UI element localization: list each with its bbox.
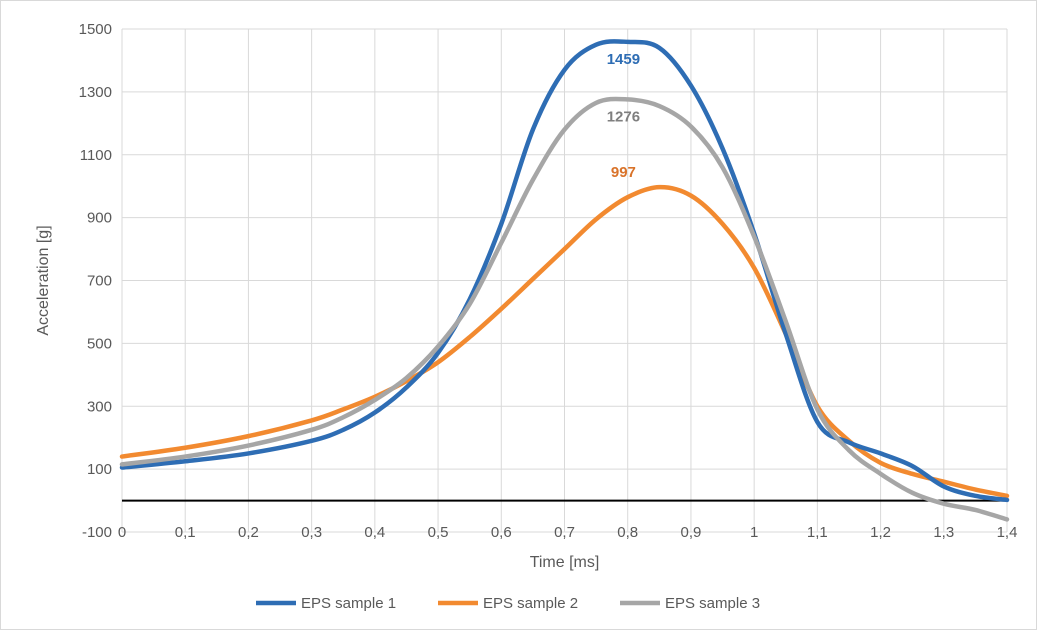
x-axis-title: Time [ms] bbox=[530, 554, 600, 571]
y-tick-label: 1100 bbox=[80, 147, 112, 164]
x-tick-label: 1,1 bbox=[807, 524, 828, 541]
x-tick-label: 0,8 bbox=[617, 524, 638, 541]
x-tick-label: 0,7 bbox=[554, 524, 575, 541]
y-tick-label: 700 bbox=[87, 273, 112, 290]
series-line-2 bbox=[119, 184, 1010, 499]
y-tick-label: -100 bbox=[82, 524, 112, 541]
legend-label: EPS sample 2 bbox=[483, 595, 578, 612]
y-tick-label: 300 bbox=[87, 398, 112, 415]
x-tick-label: 0,1 bbox=[175, 524, 196, 541]
y-tick-label: 1300 bbox=[79, 84, 112, 101]
legend: EPS sample 1 EPS sample 2 EPS sample 3 bbox=[256, 595, 760, 612]
annotation-layer: 1459 1276 997 bbox=[607, 51, 640, 181]
x-tick-label: 0,4 bbox=[364, 524, 385, 541]
y-tick-label: 100 bbox=[87, 461, 112, 478]
x-tick-label: 0,5 bbox=[428, 524, 449, 541]
x-tick-label: 0,6 bbox=[491, 524, 512, 541]
x-tick-label: 1 bbox=[750, 524, 758, 541]
y-tick-label: 500 bbox=[87, 335, 112, 352]
tick-label-layer: 0 0,1 0,2 0,3 0,4 0,5 0,6 0,7 0,8 0,9 1 1,1 1,2 1,3 1,… bbox=[79, 21, 1018, 541]
x-tick-label: 0,9 bbox=[680, 524, 701, 541]
x-tick-label: 0,2 bbox=[238, 524, 259, 541]
legend-label: EPS sample 1 bbox=[301, 595, 396, 612]
series-line-3 bbox=[119, 96, 1010, 522]
grid-layer bbox=[121, 28, 1008, 533]
x-tick-label: 0 bbox=[118, 524, 126, 541]
x-tick-label: 0,3 bbox=[301, 524, 322, 541]
x-tick-label: 1,2 bbox=[870, 524, 891, 541]
x-tick-label: 1,3 bbox=[933, 524, 954, 541]
series-layer bbox=[119, 39, 1010, 522]
y-axis-title: Acceleration [g] bbox=[35, 225, 52, 335]
legend-label: EPS sample 3 bbox=[665, 595, 760, 612]
data-label: 1276 bbox=[607, 108, 640, 125]
data-label: 1459 bbox=[607, 51, 640, 68]
data-label: 997 bbox=[611, 164, 636, 181]
y-tick-label: 900 bbox=[87, 210, 112, 227]
series-line-1 bbox=[119, 39, 1010, 503]
y-tick-label: 1500 bbox=[79, 21, 112, 38]
x-tick-label: 1,4 bbox=[997, 524, 1018, 541]
